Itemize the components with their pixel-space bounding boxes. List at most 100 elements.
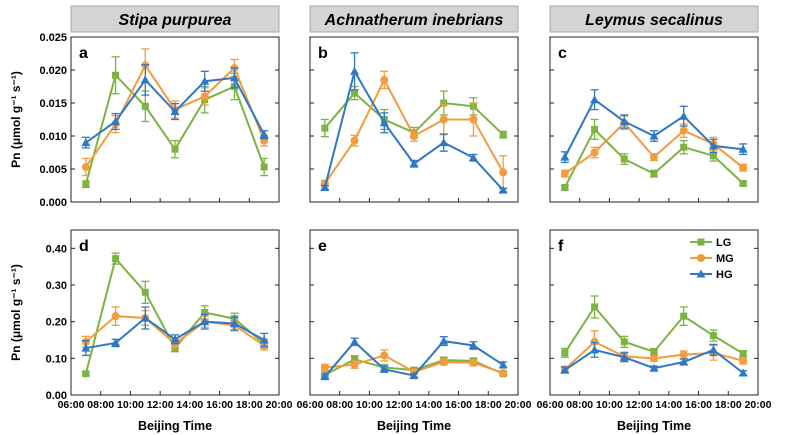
- x-tick-label: 10:00: [356, 399, 383, 411]
- data-point: [200, 92, 209, 101]
- x-tick-label: 14:00: [415, 399, 442, 411]
- plot-frame: [309, 229, 519, 396]
- data-point: [591, 125, 599, 133]
- y-tick-label: 0.025: [39, 32, 67, 44]
- x-tick-label: 18:00: [715, 399, 742, 411]
- panel-label: d: [79, 238, 89, 255]
- panel-label: b: [318, 45, 328, 62]
- x-tick-label: 06:00: [537, 399, 564, 411]
- series-HG: [320, 336, 508, 381]
- data-point: [81, 343, 91, 352]
- x-tick-label: 08:00: [326, 399, 353, 411]
- plot-frame: [549, 36, 759, 203]
- series-HG: [81, 64, 269, 149]
- data-point: [619, 116, 629, 125]
- data-point: [112, 255, 120, 263]
- x-axis-label: Beijing Time: [617, 419, 691, 433]
- y-axis-label: Pn (μmol g⁻¹ s⁻¹): [9, 71, 23, 168]
- data-point: [410, 132, 418, 140]
- legend-marker: [697, 254, 705, 262]
- data-point: [739, 350, 747, 358]
- data-point: [140, 313, 150, 322]
- data-point: [350, 360, 359, 369]
- legend-label: MG: [716, 253, 734, 265]
- data-point: [650, 153, 658, 162]
- y-tick-label: 0.000: [39, 197, 67, 209]
- x-tick-label: 20:00: [745, 399, 772, 411]
- x-tick-label: 12:00: [147, 399, 174, 411]
- series-HG: [320, 52, 508, 194]
- data-point: [738, 368, 748, 377]
- y-tick-label: 0.40: [46, 243, 67, 255]
- data-point: [709, 332, 717, 340]
- panel-f: 06:00 08:00 10:00 12:00 14:00 16:00 18:00 20:00…: [537, 229, 772, 433]
- data-point: [679, 350, 688, 359]
- data-point: [679, 126, 688, 135]
- series-LG: [560, 295, 748, 358]
- data-point: [82, 180, 90, 188]
- plot-frame: [309, 36, 519, 203]
- data-point: [111, 116, 121, 125]
- legend-marker: [696, 269, 706, 278]
- panel-e: 06:00 08:00 10:00 12:00 14:00 16:00 18:00 20:00…: [297, 229, 532, 433]
- panel-title: Leymus secalinus: [585, 12, 723, 29]
- x-tick-label: 16:00: [206, 399, 233, 411]
- data-point: [350, 66, 360, 75]
- data-point: [440, 99, 448, 107]
- data-point: [590, 148, 599, 157]
- panel-title: Stipa purpurea: [119, 12, 232, 29]
- data-point: [738, 144, 748, 153]
- data-point: [620, 155, 628, 163]
- data-point: [439, 138, 449, 147]
- y-tick-label: 0.30: [46, 280, 67, 292]
- data-point: [229, 319, 239, 327]
- data-point: [469, 358, 478, 367]
- data-point: [111, 338, 121, 347]
- x-tick-label: 10:00: [117, 399, 144, 411]
- y-tick-label: 0.010: [39, 131, 67, 143]
- x-tick-label: 08:00: [87, 399, 114, 411]
- panel-c: Leymus secalinus c: [549, 5, 759, 203]
- panel-title-box: [309, 5, 519, 33]
- panel-label: e: [318, 238, 327, 255]
- x-tick-label: 18:00: [475, 399, 502, 411]
- y-tick-label: 0.020: [39, 65, 67, 77]
- x-tick-label: 06:00: [58, 399, 85, 411]
- panel-label: a: [79, 45, 88, 62]
- x-tick-label: 16:00: [685, 399, 712, 411]
- data-point: [81, 138, 91, 147]
- data-point: [351, 89, 359, 97]
- data-point: [649, 363, 659, 372]
- series-LG: [560, 118, 748, 191]
- data-point: [590, 95, 600, 104]
- data-point: [591, 303, 599, 311]
- panel-a: Stipa purpurea 0.000 0.005 0.010 0.015 0.020 0…: [9, 5, 280, 209]
- data-point: [141, 102, 149, 110]
- data-point: [498, 185, 508, 194]
- data-point: [351, 355, 359, 363]
- data-point: [409, 159, 419, 168]
- data-point: [200, 317, 210, 326]
- data-point: [709, 152, 717, 160]
- x-tick-label: 16:00: [445, 399, 472, 411]
- data-point: [739, 356, 748, 365]
- data-point: [111, 312, 120, 321]
- data-point: [679, 357, 689, 366]
- data-point: [680, 143, 688, 151]
- data-point: [468, 341, 478, 349]
- x-axis-label: Beijing Time: [377, 419, 451, 433]
- data-point: [260, 163, 268, 171]
- x-tick-label: 10:00: [596, 399, 623, 411]
- y-tick-label: 0.00: [46, 390, 67, 402]
- data-point: [499, 168, 508, 177]
- legend-label: LG: [716, 237, 731, 249]
- data-point: [259, 130, 269, 139]
- x-tick-label: 06:00: [297, 399, 324, 411]
- data-point: [650, 354, 658, 363]
- panel-b: Achnatherum inebrians b: [309, 5, 519, 203]
- data-point: [649, 131, 659, 140]
- data-point: [379, 118, 389, 127]
- data-point: [439, 336, 449, 345]
- data-point: [409, 371, 419, 380]
